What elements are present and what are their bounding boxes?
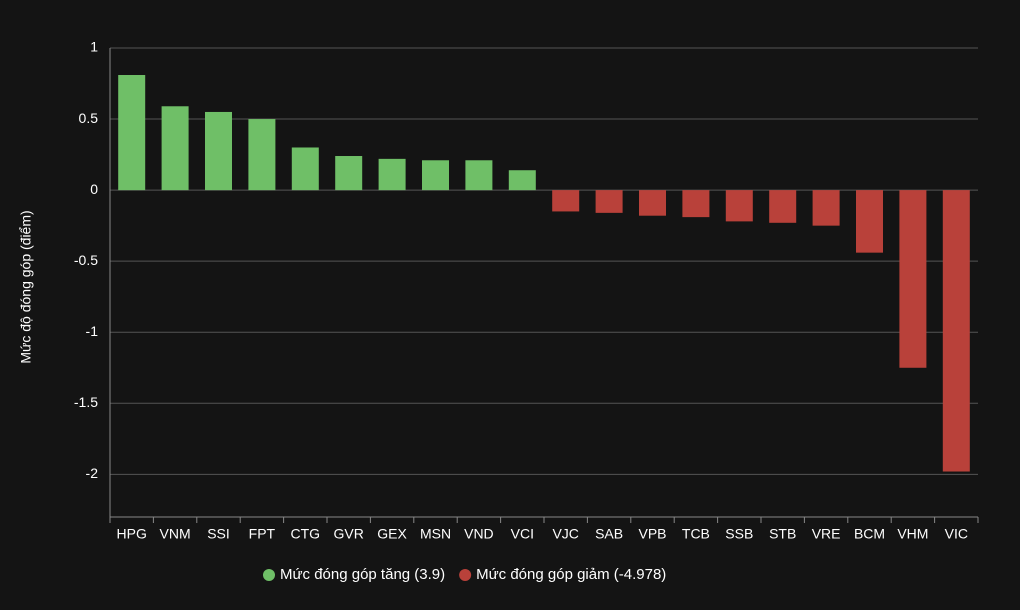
bar xyxy=(899,190,927,368)
x-tick-label: GEX xyxy=(377,526,407,542)
x-tick-label: SSB xyxy=(725,526,753,542)
bar xyxy=(856,190,883,253)
x-tick-label: HPG xyxy=(117,526,147,542)
bar xyxy=(942,190,970,472)
y-tick-label: -1 xyxy=(86,323,99,339)
x-tick-label: CTG xyxy=(291,526,321,542)
x-tick-label: SAB xyxy=(595,526,623,542)
legend-label: Mức đóng góp tăng (3.9) xyxy=(280,566,445,583)
x-tick-label: VND xyxy=(464,526,494,542)
x-tick-label: STB xyxy=(769,526,796,542)
x-tick-label: VJC xyxy=(552,526,578,542)
x-tick-label: VRE xyxy=(812,526,841,542)
bar xyxy=(812,190,840,226)
legend-marker xyxy=(263,569,275,581)
y-tick-label: 1 xyxy=(90,39,98,55)
y-tick-label: 0 xyxy=(90,181,98,197)
y-tick-label: -1.5 xyxy=(74,394,98,410)
x-tick-label: VPB xyxy=(638,526,666,542)
x-tick-label: MSN xyxy=(420,526,451,542)
bar xyxy=(595,190,623,213)
bar xyxy=(248,119,276,191)
x-tick-label: VHM xyxy=(897,526,928,542)
bar xyxy=(552,190,580,212)
x-tick-label: GVR xyxy=(334,526,364,542)
bar xyxy=(335,156,363,191)
x-tick-label: SSI xyxy=(207,526,230,542)
x-tick-label: TCB xyxy=(682,526,710,542)
bar xyxy=(769,190,797,223)
y-axis-label: Mức độ đóng góp (điểm) xyxy=(18,210,34,363)
y-tick-label: -0.5 xyxy=(74,252,98,268)
bar xyxy=(465,160,493,191)
bar xyxy=(639,190,666,216)
bar xyxy=(725,190,753,222)
bar xyxy=(118,75,146,191)
x-tick-label: FPT xyxy=(249,526,276,542)
x-tick-label: VCI xyxy=(511,526,534,542)
bar xyxy=(378,158,406,191)
x-tick-label: BCM xyxy=(854,526,885,542)
x-tick-label: VIC xyxy=(945,526,968,542)
bar xyxy=(682,190,710,218)
legend-label: Mức đóng góp giảm (-4.978) xyxy=(476,566,666,583)
y-tick-label: 0.5 xyxy=(79,110,99,126)
bar xyxy=(422,160,449,191)
bar xyxy=(205,111,232,191)
bar xyxy=(291,147,319,191)
bar xyxy=(508,170,536,191)
bar xyxy=(161,106,189,191)
x-tick-label: VNM xyxy=(160,526,191,542)
legend-marker xyxy=(459,569,472,581)
y-tick-label: -2 xyxy=(86,465,99,481)
